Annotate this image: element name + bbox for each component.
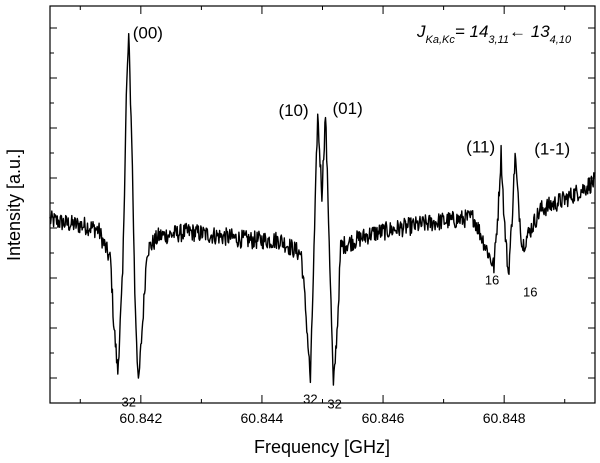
peak-label: (1-1) bbox=[534, 140, 570, 159]
dip-label: 32 bbox=[303, 392, 317, 407]
dip-label: 16 bbox=[523, 285, 537, 300]
dip-label: 16 bbox=[485, 273, 499, 288]
dip-label: 32 bbox=[121, 395, 135, 410]
transition-lower-sub: 4,10 bbox=[550, 34, 572, 46]
transition-upper: = 14 bbox=[455, 22, 489, 41]
x-axis-ticks bbox=[79, 6, 566, 403]
y-axis-ticks bbox=[50, 27, 595, 379]
transition-upper-sub: 3,11 bbox=[488, 34, 509, 46]
x-tick-label: 60.844 bbox=[241, 410, 284, 426]
transition-J-sub: Ka,Kc bbox=[426, 34, 456, 46]
x-tick-label: 60.846 bbox=[362, 410, 405, 426]
transition-J: J bbox=[416, 22, 426, 41]
peak-label: (01) bbox=[333, 99, 363, 118]
peak-label: (11) bbox=[466, 138, 495, 157]
y-axis-title: Intensity [a.u.] bbox=[4, 149, 24, 261]
peak-labels: (00) (10) (01) (11) (1-1) bbox=[133, 24, 570, 159]
x-axis-title: Frequency [GHz] bbox=[254, 437, 390, 457]
spectrum-series-line bbox=[49, 33, 596, 386]
transition-annotation: JKa,Kc= 143,11← 134,10 bbox=[416, 22, 572, 46]
x-tick-label: 60.842 bbox=[119, 410, 162, 426]
dip-labels: 32 32 32 16 16 bbox=[121, 273, 537, 412]
peak-label: (00) bbox=[133, 24, 163, 43]
peak-label: (10) bbox=[278, 101, 308, 120]
x-tick-label: 60.848 bbox=[483, 410, 526, 426]
x-axis-tick-labels: 60.842 60.844 60.846 60.848 bbox=[119, 410, 525, 426]
dip-label: 32 bbox=[327, 397, 341, 412]
transition-lower: ← 13 bbox=[509, 22, 550, 41]
